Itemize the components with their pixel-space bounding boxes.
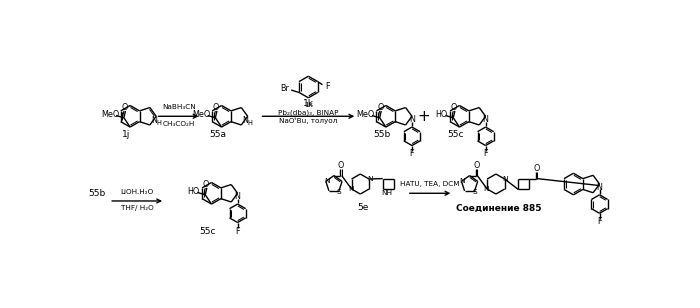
Text: 1k: 1k (303, 99, 314, 108)
Text: O: O (533, 164, 540, 173)
Text: N: N (234, 192, 241, 201)
Text: N: N (459, 178, 465, 184)
Text: NaOᵗBu, толуол: NaOᵗBu, толуол (279, 117, 337, 124)
Text: 1k: 1k (304, 103, 313, 108)
Text: N: N (596, 183, 603, 192)
Text: 55b: 55b (373, 130, 391, 139)
Text: F: F (235, 226, 240, 236)
Text: +: + (417, 109, 430, 124)
Text: 5e: 5e (357, 203, 368, 212)
Text: 1j: 1j (122, 130, 130, 139)
Text: F: F (597, 217, 602, 226)
Text: NH: NH (381, 189, 392, 196)
Text: N: N (324, 178, 330, 184)
Text: 55c: 55c (199, 227, 216, 236)
Text: Br: Br (280, 84, 288, 93)
Text: 55c: 55c (447, 130, 464, 139)
Text: O: O (473, 161, 480, 170)
Text: F: F (410, 149, 414, 159)
Text: THF/ H₂O: THF/ H₂O (120, 205, 153, 211)
Text: N: N (483, 115, 489, 124)
Text: S: S (337, 189, 342, 195)
Text: N: N (484, 186, 489, 192)
Text: NaBH₃CN: NaBH₃CN (162, 104, 196, 110)
Text: LiOH.H₂O: LiOH.H₂O (120, 189, 154, 196)
Text: F: F (325, 82, 329, 91)
Text: MeO: MeO (101, 110, 119, 119)
Text: MeO: MeO (356, 110, 375, 119)
Text: N: N (503, 176, 508, 182)
Text: Соединение 885: Соединение 885 (456, 204, 541, 213)
Text: N: N (151, 116, 157, 125)
Text: O: O (451, 103, 457, 112)
Text: F: F (483, 149, 488, 159)
Text: MeO: MeO (193, 110, 211, 119)
Text: Pb₂(dba)₃, BINAP: Pb₂(dba)₃, BINAP (278, 109, 339, 116)
Text: 55b: 55b (88, 189, 106, 198)
Text: CH₃CO₂H: CH₃CO₂H (163, 121, 195, 127)
Text: HATU, TEA, DCM: HATU, TEA, DCM (400, 181, 460, 187)
Text: N: N (367, 176, 372, 182)
Text: H: H (156, 120, 161, 126)
Text: O: O (203, 180, 209, 189)
Text: S: S (473, 189, 477, 195)
Text: H: H (248, 120, 253, 126)
Text: O: O (213, 103, 219, 112)
Text: O: O (377, 103, 384, 112)
Text: O: O (337, 161, 344, 170)
Text: N: N (409, 115, 415, 124)
Text: N: N (242, 116, 248, 125)
Text: HO: HO (187, 187, 199, 196)
Text: HO: HO (435, 110, 447, 119)
Text: N: N (348, 186, 354, 192)
Text: 55a: 55a (209, 130, 226, 139)
Text: O: O (122, 103, 128, 112)
